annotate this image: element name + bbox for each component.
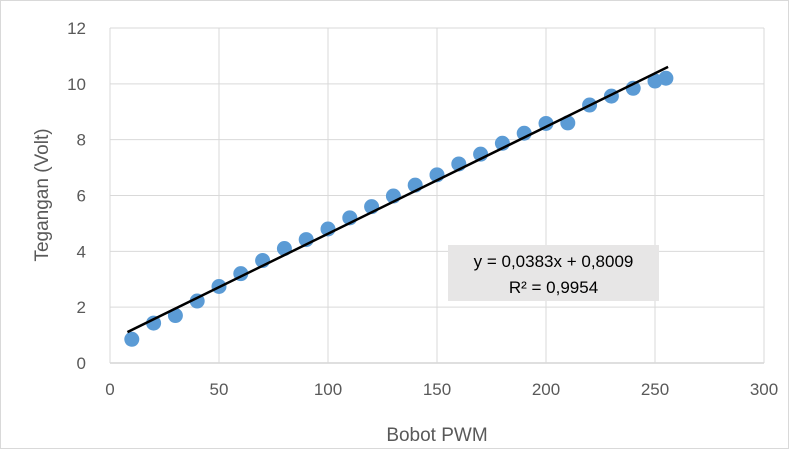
r-squared-label: R² = 0,9954 bbox=[509, 278, 598, 297]
x-axis-title: Bobot PWM bbox=[386, 425, 487, 446]
x-tick-label: 100 bbox=[314, 380, 342, 399]
data-points bbox=[124, 70, 674, 347]
y-axis-tick-labels: 0 2 4 6 8 10 12 bbox=[67, 19, 86, 373]
equation-label-background bbox=[448, 245, 659, 301]
linear-trendline bbox=[126, 65, 669, 334]
data-point bbox=[658, 70, 674, 86]
y-tick-label: 8 bbox=[77, 131, 86, 150]
y-tick-label: 4 bbox=[77, 242, 86, 261]
x-tick-label: 0 bbox=[105, 380, 114, 399]
x-tick-label: 50 bbox=[210, 380, 229, 399]
x-tick-label: 300 bbox=[750, 380, 778, 399]
data-point bbox=[124, 331, 140, 347]
y-tick-label: 0 bbox=[77, 354, 86, 373]
y-tick-label: 10 bbox=[67, 75, 86, 94]
data-point bbox=[538, 115, 554, 131]
y-tick-label: 12 bbox=[67, 19, 86, 38]
y-axis-title: Tegangan (Volt) bbox=[32, 128, 53, 261]
y-tick-label: 6 bbox=[77, 187, 86, 206]
data-point bbox=[146, 315, 162, 331]
x-axis-tick-labels: 0 50 100 150 200 250 300 bbox=[105, 380, 778, 399]
trendline-equation: y = 0,0383x + 0,8009 bbox=[474, 252, 634, 271]
x-tick-label: 200 bbox=[532, 380, 560, 399]
gridlines bbox=[109, 27, 765, 364]
x-tick-label: 150 bbox=[423, 380, 451, 399]
trendline-group bbox=[126, 65, 669, 334]
y-tick-label: 2 bbox=[77, 298, 86, 317]
x-tick-label: 250 bbox=[641, 380, 669, 399]
